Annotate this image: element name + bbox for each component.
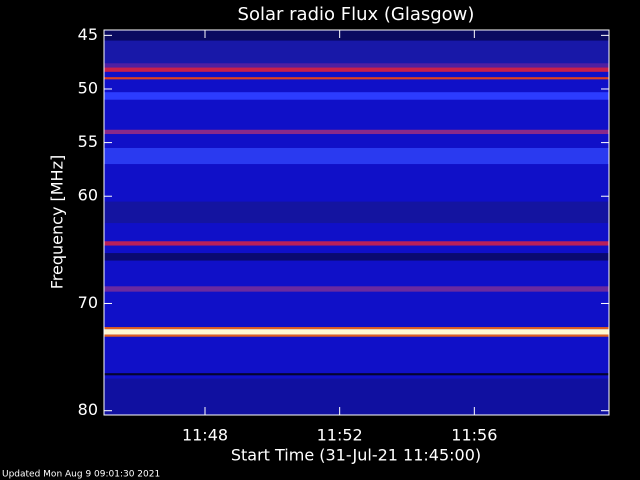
frequency-band bbox=[104, 40, 609, 64]
y-tick-label: 80 bbox=[78, 400, 98, 419]
frequency-band bbox=[104, 373, 609, 376]
x-tick-label: 11:56 bbox=[451, 426, 497, 445]
y-tick-label: 70 bbox=[78, 293, 98, 312]
frequency-band bbox=[104, 67, 609, 72]
y-tick-label: 45 bbox=[78, 25, 98, 44]
x-tick-label: 11:48 bbox=[182, 426, 228, 445]
frequency-band bbox=[104, 253, 609, 261]
frequency-band bbox=[104, 378, 609, 415]
frequency-band bbox=[104, 201, 609, 224]
frequency-band bbox=[104, 329, 609, 335]
y-axis-label: Frequency [MHz] bbox=[48, 155, 67, 289]
plot-frame bbox=[103, 29, 610, 416]
frequency-band bbox=[104, 286, 609, 292]
frequency-band bbox=[104, 241, 609, 246]
frequency-band bbox=[104, 129, 609, 135]
y-tick-label: 60 bbox=[78, 186, 98, 205]
x-axis-label: Start Time (31-Jul-21 11:45:00) bbox=[231, 446, 481, 465]
footnote: Updated Mon Aug 9 09:01:30 2021 bbox=[2, 470, 160, 480]
y-tick-label: 50 bbox=[78, 78, 98, 97]
plot-area bbox=[104, 30, 609, 415]
x-tick-label: 11:52 bbox=[317, 426, 363, 445]
y-tick-label: 55 bbox=[78, 132, 98, 151]
frequency-band bbox=[104, 92, 609, 100]
frequency-band bbox=[104, 147, 609, 165]
frequency-band bbox=[104, 30, 609, 41]
frequency-band bbox=[104, 63, 609, 68]
chart-title: Solar radio Flux (Glasgow) bbox=[238, 4, 475, 25]
frequency-band bbox=[104, 77, 609, 80]
frequency-band bbox=[104, 334, 609, 337]
frequency-band bbox=[104, 327, 609, 330]
